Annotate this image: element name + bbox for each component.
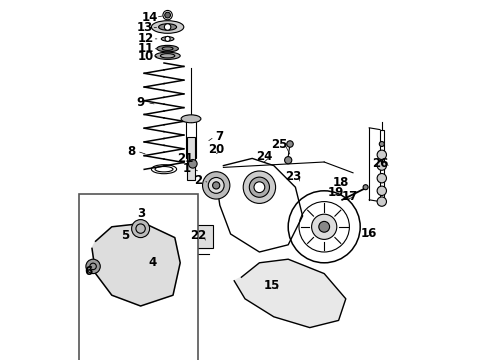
- Text: 12: 12: [138, 32, 154, 45]
- Polygon shape: [92, 223, 180, 306]
- Ellipse shape: [181, 115, 201, 123]
- Bar: [186, 115, 196, 158]
- Circle shape: [189, 159, 197, 168]
- Text: 9: 9: [137, 96, 145, 109]
- Circle shape: [377, 197, 387, 206]
- Ellipse shape: [161, 37, 174, 41]
- Bar: [380, 130, 384, 202]
- Circle shape: [377, 174, 387, 183]
- Bar: [187, 137, 196, 180]
- Ellipse shape: [159, 24, 176, 30]
- Text: 16: 16: [361, 227, 377, 240]
- Circle shape: [249, 177, 270, 197]
- Text: 7: 7: [216, 130, 224, 143]
- Polygon shape: [234, 259, 346, 328]
- Text: 11: 11: [138, 42, 154, 55]
- Circle shape: [377, 150, 387, 159]
- Text: 23: 23: [286, 170, 302, 183]
- Circle shape: [208, 177, 224, 193]
- Circle shape: [170, 259, 180, 270]
- Circle shape: [377, 186, 387, 195]
- Circle shape: [379, 141, 384, 147]
- Text: 8: 8: [127, 145, 136, 158]
- Circle shape: [213, 182, 220, 189]
- Circle shape: [129, 248, 145, 264]
- Text: 15: 15: [264, 279, 280, 292]
- Text: 26: 26: [372, 157, 388, 170]
- Bar: [79, 194, 198, 360]
- Circle shape: [165, 36, 170, 41]
- Ellipse shape: [151, 21, 184, 33]
- Text: 17: 17: [342, 190, 358, 203]
- Text: 2: 2: [194, 174, 202, 186]
- Text: 20: 20: [208, 143, 224, 156]
- Circle shape: [312, 214, 337, 239]
- Text: 18: 18: [333, 176, 349, 189]
- Text: 5: 5: [122, 229, 130, 242]
- Circle shape: [86, 259, 100, 274]
- Circle shape: [132, 220, 149, 238]
- Bar: [193, 225, 213, 248]
- Text: 13: 13: [137, 21, 153, 34]
- Ellipse shape: [155, 52, 180, 59]
- Circle shape: [91, 274, 104, 287]
- Text: 22: 22: [190, 229, 206, 242]
- Circle shape: [377, 161, 387, 170]
- Text: 6: 6: [84, 265, 93, 278]
- Text: 19: 19: [327, 186, 344, 199]
- Circle shape: [254, 182, 265, 193]
- Text: 4: 4: [148, 256, 157, 269]
- Circle shape: [287, 141, 293, 147]
- Circle shape: [285, 157, 292, 164]
- Text: 14: 14: [142, 11, 158, 24]
- Circle shape: [165, 12, 171, 18]
- Circle shape: [243, 171, 275, 203]
- Text: 24: 24: [257, 150, 273, 163]
- Text: 10: 10: [138, 50, 154, 63]
- Circle shape: [164, 24, 171, 30]
- Circle shape: [363, 185, 368, 190]
- Circle shape: [202, 172, 230, 199]
- Text: 1: 1: [183, 162, 191, 175]
- Ellipse shape: [157, 45, 178, 52]
- Text: 21: 21: [177, 152, 194, 165]
- Polygon shape: [98, 252, 191, 310]
- Text: 3: 3: [138, 207, 146, 220]
- Text: 25: 25: [271, 138, 288, 150]
- Circle shape: [319, 221, 330, 232]
